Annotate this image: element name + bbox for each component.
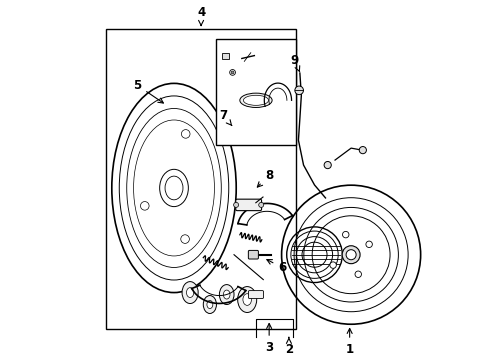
Circle shape <box>234 202 239 207</box>
Ellipse shape <box>207 301 213 309</box>
Ellipse shape <box>220 285 234 305</box>
FancyBboxPatch shape <box>248 251 258 259</box>
Text: 1: 1 <box>345 328 354 356</box>
Ellipse shape <box>243 294 251 305</box>
Ellipse shape <box>182 282 198 303</box>
Text: 8: 8 <box>257 168 273 187</box>
Ellipse shape <box>223 290 230 299</box>
Circle shape <box>346 250 356 260</box>
Text: 2: 2 <box>285 337 293 356</box>
Bar <box>216 39 296 145</box>
Circle shape <box>295 86 303 95</box>
Circle shape <box>230 69 235 75</box>
Bar <box>221 53 229 59</box>
Circle shape <box>355 271 362 278</box>
Circle shape <box>366 241 372 248</box>
Circle shape <box>330 262 336 268</box>
Circle shape <box>259 202 264 207</box>
Text: 7: 7 <box>219 109 232 126</box>
Ellipse shape <box>244 95 269 105</box>
Circle shape <box>141 202 149 210</box>
Circle shape <box>343 231 349 238</box>
Circle shape <box>324 162 331 168</box>
Ellipse shape <box>203 296 217 314</box>
Circle shape <box>181 130 190 138</box>
Circle shape <box>231 71 234 74</box>
Bar <box>106 28 296 329</box>
FancyBboxPatch shape <box>236 199 262 211</box>
Text: 4: 4 <box>197 6 205 26</box>
Circle shape <box>181 235 189 243</box>
Ellipse shape <box>238 287 257 312</box>
Ellipse shape <box>240 93 272 108</box>
Ellipse shape <box>187 288 194 297</box>
Text: 6: 6 <box>267 260 287 274</box>
Circle shape <box>359 147 367 154</box>
Text: 5: 5 <box>133 79 163 103</box>
Text: 3: 3 <box>265 324 273 354</box>
FancyBboxPatch shape <box>248 291 264 298</box>
Text: 9: 9 <box>291 54 300 72</box>
Circle shape <box>342 246 360 264</box>
